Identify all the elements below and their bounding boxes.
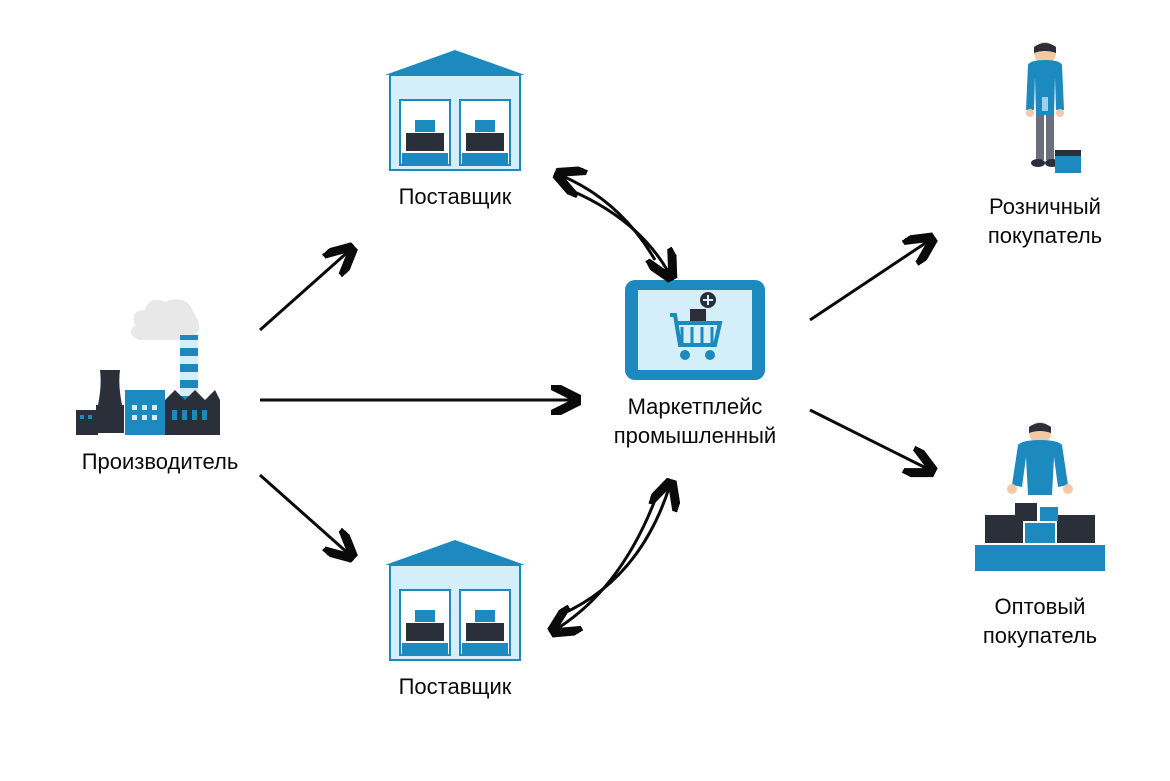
- arrow-marketplace-to-wholesale: [0, 0, 1170, 781]
